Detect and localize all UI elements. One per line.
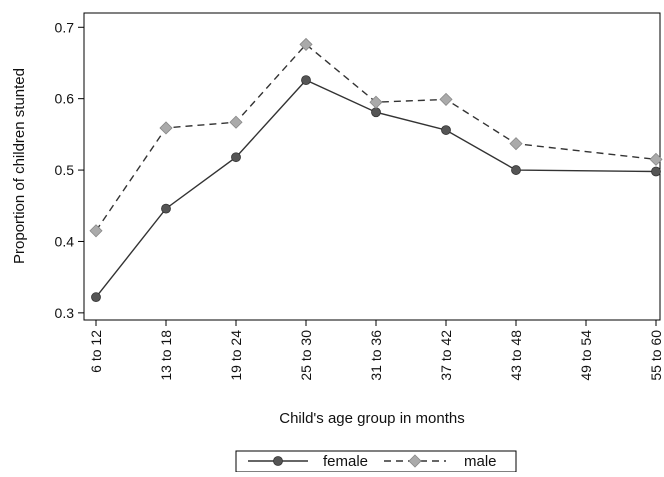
data-point-female [161,203,171,214]
legend-male-marker [408,454,422,468]
x-tick-label: 31 to 36 [368,330,384,381]
x-axis-title: Child's age group in months [279,410,464,427]
data-point-male [649,152,663,166]
x-tick-label: 49 to 54 [578,330,594,381]
data-point-male [439,92,453,106]
x-axis: 6 to 12 13 to 18 19 to 24 25 to 30 31 to 36 3… [88,320,664,381]
plot-frame [83,12,661,321]
data-point-female [511,165,521,175]
x-tick-label: 25 to 30 [298,330,314,381]
data-point-female [441,125,451,135]
data-point-female [651,166,661,177]
data-point-female [91,292,101,303]
legend-male-label: male [464,453,497,470]
y-tick-label: 0.7 [55,19,75,35]
y-axis: 0.3 0.4 0.5 0.6 0.7 [55,19,84,321]
series-layer [89,37,663,303]
data-point-male [229,115,243,129]
data-point-male [159,121,173,135]
data-point-male [299,37,313,51]
y-tick-label: 0.5 [55,162,75,178]
data-point-male [89,224,103,238]
y-axis-title: Proportion of children stunted [11,68,28,264]
data-point-male [369,95,383,109]
x-tick-label: 43 to 48 [508,330,524,381]
y-tick-label: 0.3 [55,305,75,321]
data-point-female [371,107,381,118]
legend-female-marker [273,456,283,466]
data-point-male [509,137,523,151]
legend: female male [235,450,517,473]
y-tick-label: 0.6 [55,91,75,107]
legend-female-label: female [323,453,368,470]
y-tick-label: 0.4 [55,233,75,249]
x-tick-label: 6 to 12 [88,330,104,373]
x-tick-label: 19 to 24 [228,330,244,381]
series-line-female [95,79,657,298]
data-point-female [301,75,311,86]
series-line-male [95,43,657,232]
x-tick-label: 37 to 42 [438,330,454,381]
data-point-female [231,152,241,163]
x-tick-label: 13 to 18 [158,330,174,381]
x-tick-label: 55 to 60 [648,330,664,381]
